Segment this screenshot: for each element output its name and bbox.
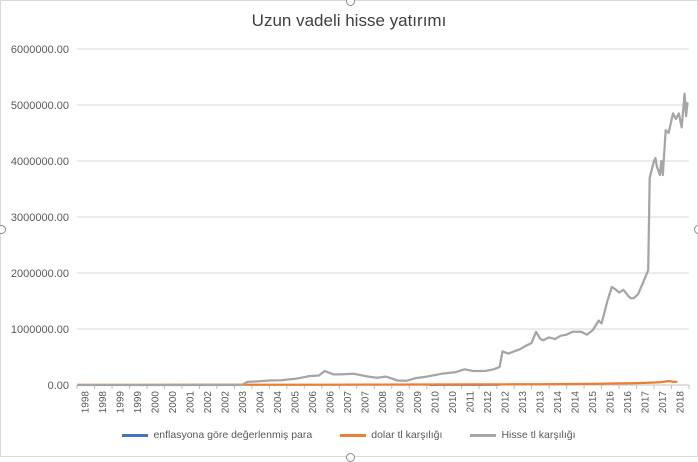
legend-item: enflasyona göre değerlenmiş para: [122, 429, 312, 441]
legend-label: Hisse tl karşılığı: [501, 429, 575, 441]
x-tick-label: 2016: [605, 391, 616, 414]
chart-legend: enflasyona göre değerlenmiş para dolar tl…: [1, 429, 697, 441]
x-tick-label: 2010: [430, 391, 441, 414]
x-tick-label: 2013: [535, 391, 546, 414]
x-tick-label: 2006: [326, 391, 337, 414]
x-tick-label: 2004: [256, 391, 267, 414]
legend-swatch: [470, 434, 496, 437]
legend-label: dolar tl karşılığı: [371, 429, 442, 441]
x-tick-label: 2000: [168, 391, 179, 414]
y-tick-label: 0.00: [48, 380, 69, 392]
x-tick-label: 1999: [133, 391, 144, 414]
legend-item: Hisse tl karşılığı: [470, 429, 575, 441]
x-tick-label: 2014: [570, 391, 581, 414]
x-tick-label: 1998: [81, 391, 92, 414]
y-tick-label: 4000000.00: [11, 156, 69, 168]
y-tick-label: 1000000.00: [11, 324, 69, 336]
x-tick-label: 2016: [623, 391, 634, 414]
x-tick-label: 2010: [448, 391, 459, 414]
x-tick-label: 2002: [203, 391, 214, 414]
x-tick-label: 2007: [361, 391, 372, 414]
x-tick-label: 2009: [395, 391, 406, 414]
legend-swatch: [340, 434, 366, 437]
y-tick-label: 6000000.00: [11, 44, 69, 56]
resize-handle-bottom[interactable]: [346, 453, 355, 462]
x-tick-label: 2013: [518, 391, 529, 414]
x-tick-label: 2001: [186, 391, 197, 414]
resize-handle-right[interactable]: [694, 225, 698, 234]
x-tick-label: 1998: [98, 391, 109, 414]
x-tick-label: 1999: [116, 391, 127, 414]
x-tick-label: 2018: [675, 391, 686, 414]
x-tick-label: 2009: [413, 391, 424, 414]
x-tick-label: 2014: [553, 391, 564, 414]
y-tick-label: 3000000.00: [11, 212, 69, 224]
x-tick-label: 2003: [238, 391, 249, 414]
x-tick-label: 2004: [273, 391, 284, 414]
legend-swatch: [122, 434, 148, 437]
x-tick-label: 2006: [308, 391, 319, 414]
x-tick-label: 2005: [291, 391, 302, 414]
y-tick-label: 2000000.00: [11, 268, 69, 280]
x-tick-label: 2011: [465, 391, 476, 413]
x-tick-label: 2017: [658, 391, 669, 414]
series-line-3: [77, 94, 688, 385]
x-tick-label: 2007: [343, 391, 354, 414]
legend-item: dolar tl karşılığı: [340, 429, 442, 441]
x-tick-label: 2008: [378, 391, 389, 414]
x-tick-label: 2015: [588, 391, 599, 414]
x-tick-label: 2002: [221, 391, 232, 414]
x-tick-label: 2012: [483, 391, 494, 414]
legend-label: enflasyona göre değerlenmiş para: [153, 429, 312, 441]
x-tick-label: 2000: [151, 391, 162, 414]
y-tick-label: 5000000.00: [11, 100, 69, 112]
x-tick-label: 2017: [640, 391, 651, 414]
x-tick-label: 2012: [500, 391, 511, 414]
